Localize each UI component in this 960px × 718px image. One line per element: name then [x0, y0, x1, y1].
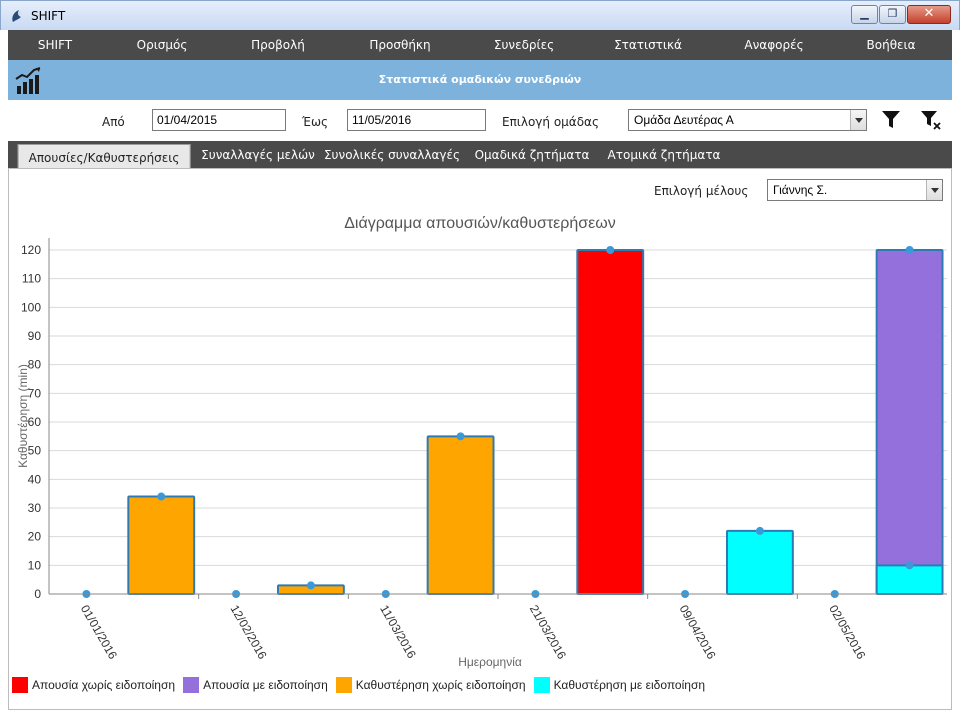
group-select-label: Επιλογή ομάδας: [502, 115, 600, 129]
y-tick-label: 0: [34, 587, 41, 601]
legend-swatch: [335, 677, 352, 693]
group-select[interactable]: Ομάδα Δευτέρας Α: [628, 109, 867, 131]
y-tick-label: 90: [28, 329, 42, 343]
y-tick-label: 20: [28, 530, 42, 544]
legend-swatch: [533, 677, 550, 693]
legend-item: Απουσία με ειδοποίηση: [183, 677, 328, 693]
legend-swatch: [12, 677, 28, 693]
statistics-chart-icon: [15, 67, 41, 94]
data-point: [905, 246, 914, 254]
dropdown-arrow-icon: [926, 180, 942, 200]
clear-filter-icon[interactable]: [919, 108, 943, 132]
y-tick-label: 120: [21, 243, 41, 257]
y-tick-label: 10: [28, 558, 42, 572]
x-tick-label: 01/01/2016: [78, 603, 120, 662]
x-tick-label: 09/04/2016: [676, 603, 718, 662]
page-title: Στατιστικά ομαδικών συνεδριών: [378, 73, 582, 86]
y-tick-label: 110: [22, 272, 41, 286]
legend-label: Απουσία χωρίς ειδοποίηση: [32, 678, 176, 692]
group-select-value: Ομάδα Δευτέρας Α: [634, 113, 734, 127]
data-point: [157, 492, 166, 501]
menu-item-shift[interactable]: SHIFT: [37, 38, 73, 52]
data-point: [306, 581, 315, 590]
menu-item-reports[interactable]: Αναφορές: [744, 38, 804, 52]
x-axis-label: Ημερομηνία: [458, 655, 522, 669]
x-tick-label: 21/03/2016: [527, 603, 569, 662]
restore-icon: ❐: [887, 7, 898, 20]
legend-item: Απουσία χωρίς ειδοποίηση: [12, 677, 175, 693]
x-tick-label: 02/05/2016: [826, 603, 868, 662]
bar: [875, 564, 944, 595]
x-tick-label: 12/02/2016: [227, 603, 269, 662]
member-select-label: Επιλογή μέλους: [654, 184, 749, 198]
y-tick-label: 100: [21, 300, 41, 314]
from-label: Από: [102, 115, 125, 129]
chart-title: Διάγραμμα απουσιών/καθυστερήσεων: [344, 215, 616, 232]
dropdown-arrow-icon: [850, 110, 866, 130]
window-title: SHIFT: [31, 9, 66, 23]
minimize-button[interactable]: ▁: [851, 5, 878, 24]
data-point: [456, 432, 465, 441]
legend-label: Καθυστέρηση με ειδοποίηση: [553, 678, 706, 692]
legend-item: Καθυστέρηση χωρίς ειδοποίηση: [335, 677, 526, 693]
tab-member-transactions[interactable]: Συναλλαγές μελών: [201, 148, 315, 162]
bar: [875, 249, 944, 595]
y-tick-label: 80: [28, 358, 42, 372]
y-tick-label: 40: [28, 472, 42, 486]
y-tick-label: 50: [28, 444, 42, 458]
to-label: Έως: [302, 115, 329, 129]
page-header: Στατιστικά ομαδικών συνεδριών: [8, 60, 952, 100]
tab-absences-delays[interactable]: Απουσίες/Καθυστερήσεις: [17, 144, 191, 168]
close-icon: ✕: [923, 6, 935, 21]
chart-legend: Απουσία χωρίς ειδοποίηση Απουσία με ειδοπ…: [12, 677, 713, 693]
menu-bar: SHIFT Ορισμός Προβολή Προσθήκη Συνεδρίες…: [8, 30, 952, 60]
member-select-value: Γιάννης Σ.: [773, 183, 828, 197]
filter-icon[interactable]: [879, 108, 903, 132]
menu-item-definition[interactable]: Ορισμός: [136, 38, 188, 52]
bar: [426, 435, 495, 596]
window-title-bar: SHIFT ▁ ❐ ✕: [0, 0, 960, 30]
tab-individual-issues[interactable]: Ατομικά ζητήματα: [607, 148, 721, 162]
bar: [127, 495, 196, 595]
legend-label: Καθυστέρηση χωρίς ειδοποίηση: [355, 678, 526, 692]
x-tick-label: 11/03/2016: [377, 603, 419, 662]
bar: [576, 249, 645, 595]
menu-item-sessions[interactable]: Συνεδρίες: [493, 38, 555, 52]
menu-item-add[interactable]: Προσθήκη: [369, 38, 431, 52]
y-tick-label: 60: [28, 415, 42, 429]
y-axis-label: Καθυστέρηση (min): [16, 364, 30, 468]
to-date-field[interactable]: [347, 109, 486, 131]
from-date-field[interactable]: [152, 109, 286, 131]
app-logo-icon: [12, 10, 22, 22]
menu-item-statistics[interactable]: Στατιστικά: [614, 38, 682, 52]
legend-swatch: [183, 677, 200, 693]
data-point: [905, 561, 914, 570]
maximize-button[interactable]: ❐: [879, 5, 906, 24]
data-point: [755, 526, 764, 535]
data-point: [606, 246, 615, 254]
legend-item: Καθυστέρηση με ειδοποίηση: [533, 677, 706, 693]
tab-group-issues[interactable]: Ομαδικά ζητήματα: [474, 148, 590, 162]
y-tick-label: 70: [28, 386, 42, 400]
close-button[interactable]: ✕: [907, 5, 951, 24]
tab-total-transactions[interactable]: Συνολικές συναλλαγές: [323, 148, 461, 162]
tab-bar: Απουσίες/Καθυστερήσεις Συναλλαγές μελών …: [8, 141, 952, 168]
minimize-icon: ▁: [860, 7, 869, 20]
menu-item-help[interactable]: Βοήθεια: [866, 38, 916, 52]
menu-item-view[interactable]: Προβολή: [251, 38, 305, 52]
legend-label: Απουσία με ειδοποίηση: [203, 678, 328, 692]
bar: [725, 529, 794, 596]
y-tick-label: 30: [28, 501, 42, 515]
member-select[interactable]: Γιάννης Σ.: [767, 179, 943, 201]
